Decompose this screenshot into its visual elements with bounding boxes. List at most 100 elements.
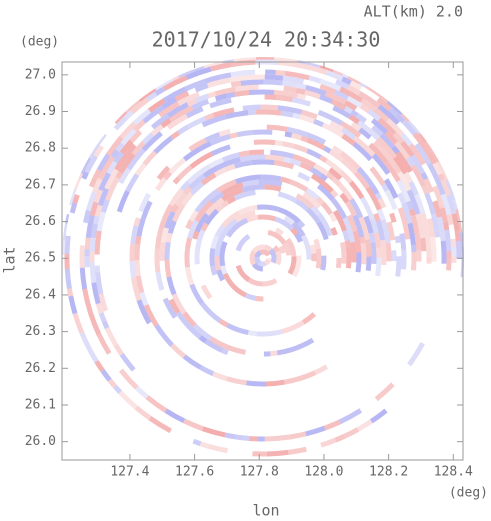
texture — [97, 187, 109, 207]
texture — [220, 265, 228, 275]
texture — [313, 364, 329, 376]
texture — [309, 166, 323, 178]
texture — [358, 127, 372, 140]
texture — [258, 84, 285, 91]
texture — [199, 188, 220, 207]
texture — [376, 97, 393, 111]
texture — [107, 378, 117, 389]
texture — [158, 203, 174, 230]
texture — [206, 77, 231, 89]
texture — [334, 194, 352, 217]
texture — [284, 70, 310, 81]
texture — [270, 149, 295, 159]
texture — [209, 97, 232, 109]
texture — [189, 238, 198, 264]
texture — [346, 95, 363, 108]
texture — [289, 431, 307, 440]
texture — [364, 119, 375, 129]
texture — [93, 144, 105, 158]
texture — [286, 126, 309, 138]
texture — [408, 208, 416, 217]
texture — [136, 218, 146, 237]
texture — [88, 311, 102, 336]
texture — [430, 236, 437, 262]
texture — [386, 118, 404, 137]
texture — [162, 75, 188, 91]
texture — [374, 382, 395, 402]
texture — [370, 185, 380, 195]
texture — [298, 247, 307, 275]
texture — [354, 106, 375, 123]
texture — [323, 419, 341, 431]
texture — [86, 141, 100, 159]
texture — [369, 218, 379, 234]
texture — [368, 232, 376, 243]
texture — [280, 186, 299, 198]
texture — [379, 133, 396, 149]
texture — [130, 276, 142, 301]
texture — [380, 239, 387, 266]
texture — [221, 218, 238, 236]
texture — [222, 152, 240, 163]
texture — [94, 360, 105, 372]
texture — [170, 343, 186, 359]
texture — [414, 193, 426, 215]
texture — [358, 91, 381, 109]
texture — [421, 199, 432, 220]
texture — [377, 117, 397, 136]
texture — [275, 95, 293, 103]
texture — [120, 128, 137, 146]
texture — [259, 249, 264, 255]
texture — [368, 157, 389, 181]
texture — [350, 109, 359, 118]
texture — [222, 235, 231, 244]
texture — [258, 179, 283, 187]
texture — [229, 132, 238, 139]
texture — [371, 124, 384, 137]
texture — [167, 220, 177, 234]
texture — [187, 87, 197, 96]
texture — [345, 200, 357, 217]
chart-title: 2017/10/24 20:34:30 — [152, 28, 381, 52]
texture — [427, 162, 436, 172]
texture — [66, 288, 74, 297]
texture — [119, 353, 136, 372]
texture — [257, 214, 276, 222]
texture — [210, 62, 232, 72]
y-tick-label: 27.0 — [25, 67, 56, 82]
texture — [79, 267, 88, 290]
texture — [289, 158, 302, 167]
texture — [320, 255, 327, 271]
texture — [420, 237, 427, 252]
texture — [283, 85, 297, 93]
texture — [353, 135, 376, 157]
texture — [262, 278, 278, 287]
texture — [370, 118, 389, 135]
texture — [247, 229, 269, 239]
texture — [381, 206, 392, 223]
texture — [421, 185, 430, 195]
texture — [245, 349, 264, 357]
texture — [217, 82, 232, 91]
texture — [294, 82, 307, 90]
texture — [352, 230, 362, 253]
texture — [221, 187, 244, 202]
texture — [118, 390, 138, 410]
texture — [359, 236, 366, 244]
texture — [166, 152, 185, 170]
texture — [182, 319, 202, 340]
texture — [342, 217, 356, 243]
texture — [164, 408, 186, 424]
texture — [368, 135, 377, 144]
texture — [235, 264, 251, 283]
texture — [133, 119, 146, 132]
texture — [64, 204, 72, 215]
texture — [344, 240, 351, 248]
texture — [139, 291, 149, 307]
texture — [324, 91, 347, 105]
texture — [135, 235, 142, 245]
texture — [78, 156, 92, 175]
texture — [159, 125, 170, 136]
texture — [263, 257, 272, 266]
texture — [189, 283, 205, 305]
